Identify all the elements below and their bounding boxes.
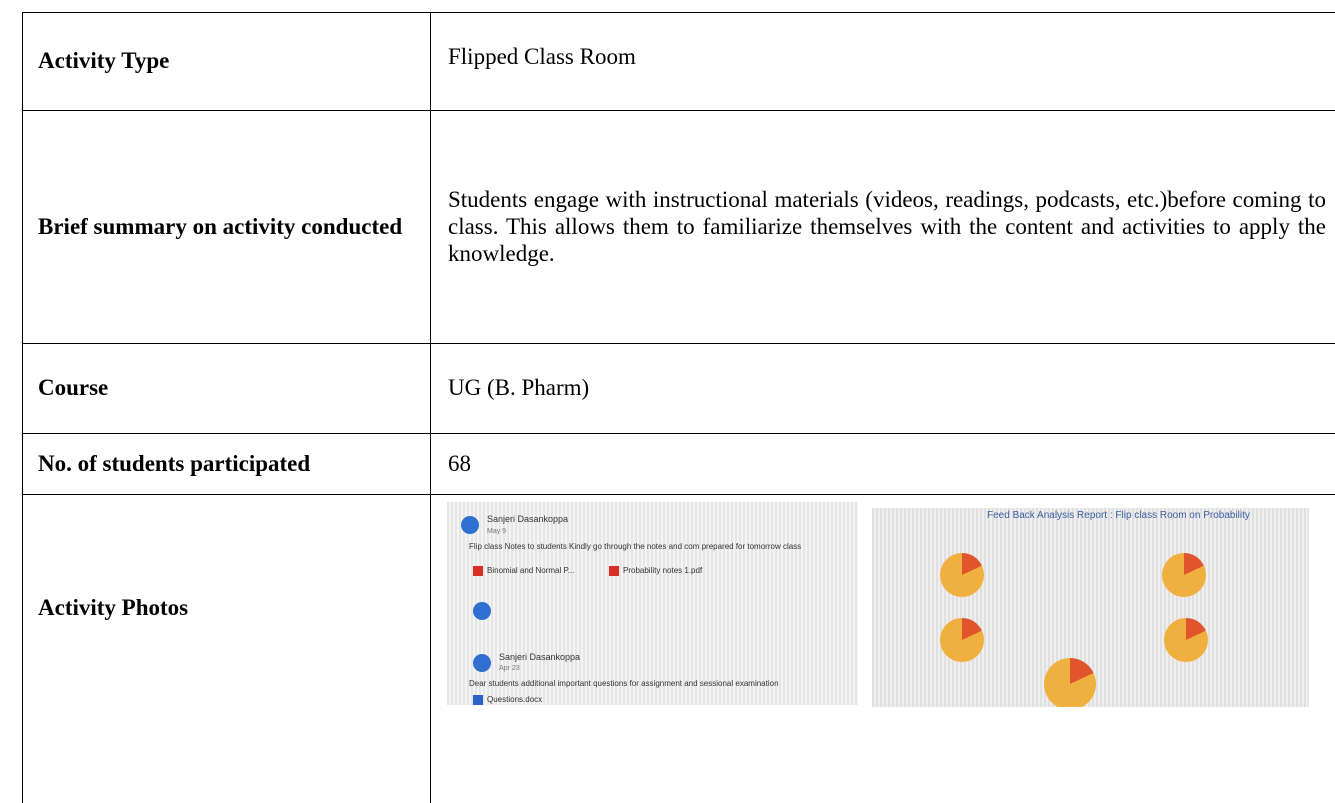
border	[22, 110, 1335, 111]
pdf-icon	[609, 566, 619, 576]
label: Course	[38, 375, 109, 400]
avatar	[473, 654, 491, 672]
border	[430, 12, 431, 803]
pdf-icon	[473, 566, 483, 576]
label: Activity Photos	[38, 595, 189, 620]
author: Sanjeri Dasankoppa	[499, 652, 581, 662]
report-title: Feed Back Analysis Report : Flip class R…	[987, 510, 1250, 521]
post-text: Flip class Notes to students Kindly go t…	[469, 542, 802, 551]
pie-photo	[940, 618, 984, 662]
label: Brief summary on activity conducted	[38, 213, 403, 239]
pie-photo	[940, 553, 984, 597]
value: Students engage with instructional mater…	[448, 110, 1326, 343]
border	[22, 12, 23, 803]
label: No. of students participated	[38, 450, 311, 476]
file: Binomial and Normal P...	[487, 566, 575, 575]
pie-photo	[1164, 618, 1208, 662]
border	[22, 494, 1335, 495]
label: Activity Type	[38, 48, 170, 73]
value-text: Students engage with instructional mater…	[448, 187, 1326, 266]
pie-photo	[1162, 553, 1206, 597]
border	[22, 343, 1335, 344]
border	[22, 433, 1335, 434]
border	[22, 12, 1335, 13]
avatar	[461, 516, 479, 534]
value: UG (B. Pharm)	[448, 375, 590, 400]
value: Flipped Class Room	[448, 44, 636, 69]
value: 68	[448, 450, 471, 476]
file: Probability notes 1.pdf	[623, 566, 703, 575]
file: Questions.docx	[487, 695, 543, 704]
date: Apr 23	[499, 665, 520, 672]
post-text: Dear students additional important quest…	[469, 679, 779, 688]
avatar	[473, 602, 491, 620]
date: May 9	[487, 528, 507, 535]
author: Sanjeri Dasankoppa	[487, 514, 569, 524]
pie-photo	[1044, 658, 1096, 707]
doc-icon	[473, 695, 483, 705]
photo-feedback-report: Feed Back Analysis Report : Flip class R…	[872, 508, 1309, 707]
photo-classroom-post: Sanjeri Dasankoppa May 9 Flip class Note…	[447, 502, 858, 705]
